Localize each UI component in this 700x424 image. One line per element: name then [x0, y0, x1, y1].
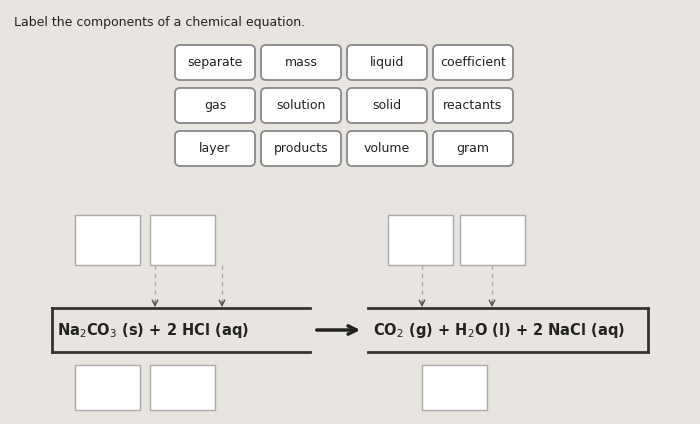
Text: volume: volume: [364, 142, 410, 155]
FancyBboxPatch shape: [175, 88, 255, 123]
FancyBboxPatch shape: [433, 131, 513, 166]
Text: reactants: reactants: [443, 99, 503, 112]
Bar: [150, 215, 215, 265]
Bar: [422, 365, 487, 410]
FancyBboxPatch shape: [261, 131, 341, 166]
Text: gram: gram: [456, 142, 489, 155]
Bar: [75, 215, 140, 265]
Text: layer: layer: [199, 142, 231, 155]
FancyBboxPatch shape: [347, 45, 427, 80]
FancyBboxPatch shape: [347, 131, 427, 166]
Text: mass: mass: [285, 56, 317, 69]
Text: solution: solution: [276, 99, 326, 112]
FancyBboxPatch shape: [433, 88, 513, 123]
FancyBboxPatch shape: [347, 88, 427, 123]
FancyBboxPatch shape: [175, 45, 255, 80]
Bar: [388, 215, 453, 265]
FancyBboxPatch shape: [261, 88, 341, 123]
Text: Na$_2$CO$_3$ (s) + 2 HCl (aq): Na$_2$CO$_3$ (s) + 2 HCl (aq): [57, 321, 249, 340]
Bar: [75, 365, 140, 410]
FancyBboxPatch shape: [261, 45, 341, 80]
Bar: [150, 365, 215, 410]
FancyBboxPatch shape: [433, 45, 513, 80]
Bar: [460, 215, 525, 265]
Text: solid: solid: [372, 99, 402, 112]
Text: separate: separate: [188, 56, 243, 69]
Text: coefficient: coefficient: [440, 56, 506, 69]
Text: liquid: liquid: [370, 56, 404, 69]
Text: products: products: [274, 142, 328, 155]
Text: CO$_2$ (g) + H$_2$O (l) + 2 NaCl (aq): CO$_2$ (g) + H$_2$O (l) + 2 NaCl (aq): [373, 321, 625, 340]
FancyBboxPatch shape: [175, 131, 255, 166]
Text: gas: gas: [204, 99, 226, 112]
Text: Label the components of a chemical equation.: Label the components of a chemical equat…: [14, 16, 305, 29]
